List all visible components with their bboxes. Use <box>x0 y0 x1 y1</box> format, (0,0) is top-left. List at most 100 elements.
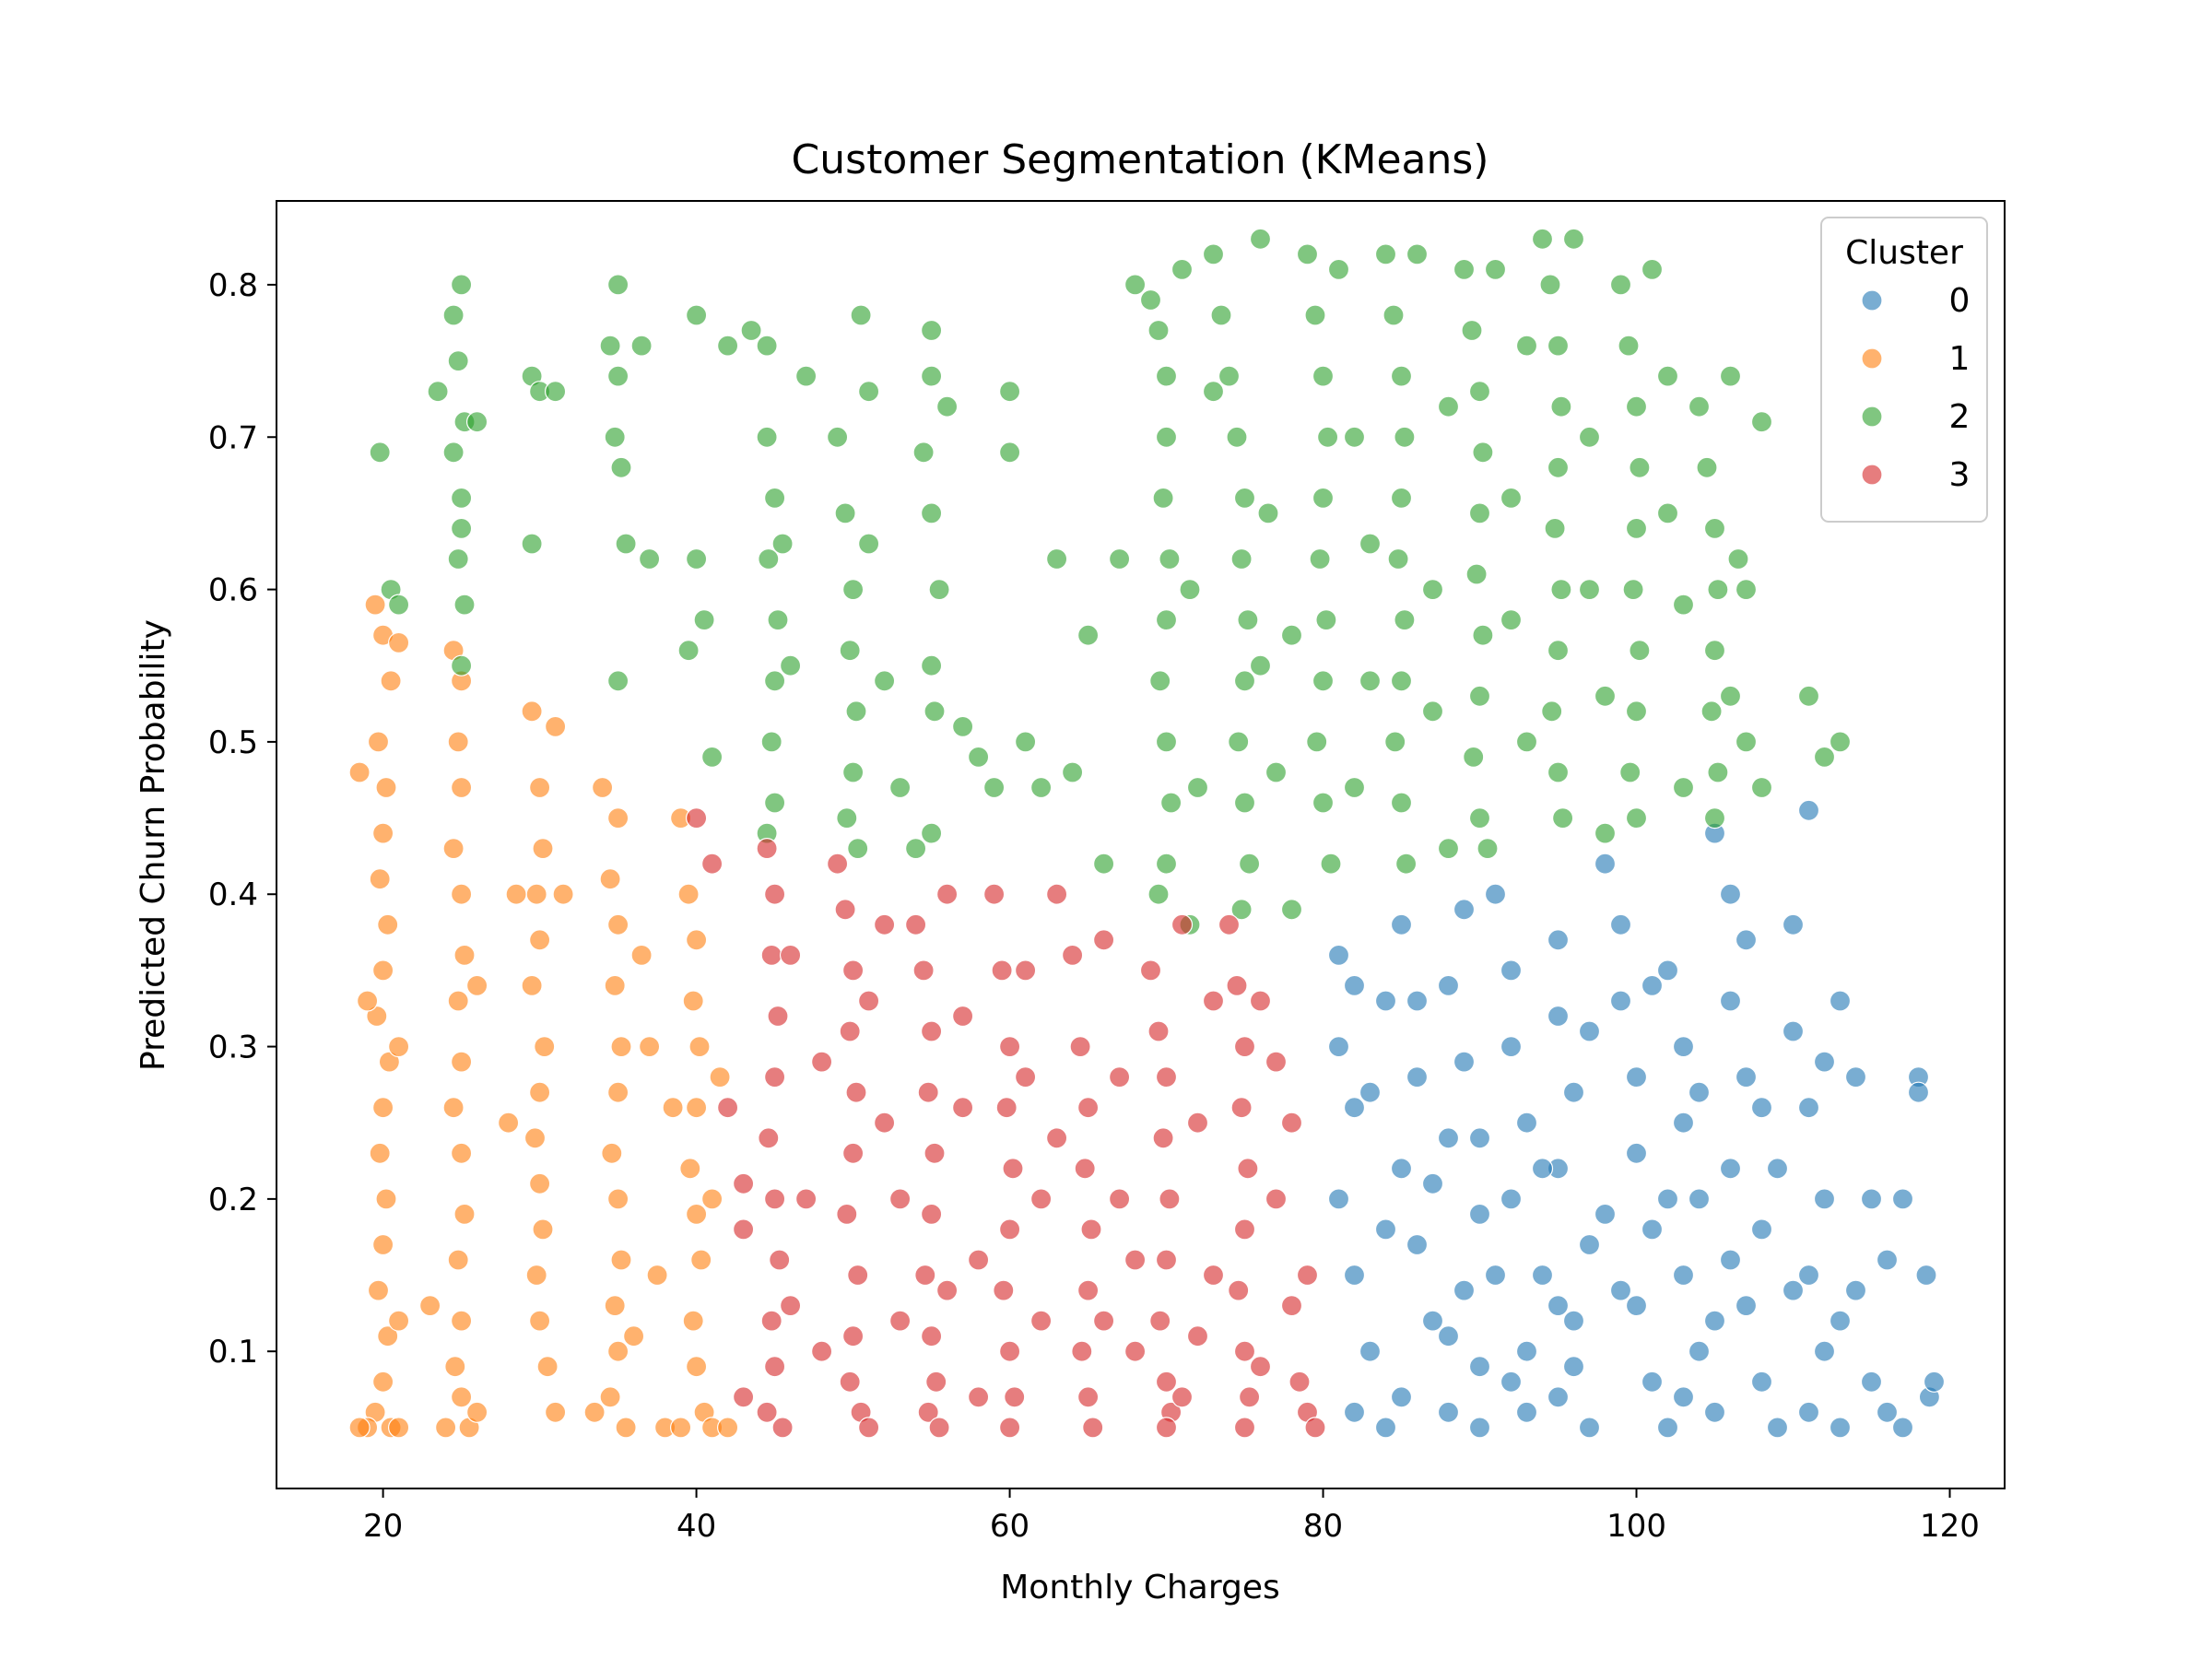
point-cluster-2 <box>1384 731 1406 753</box>
point-cluster-3 <box>1159 1188 1181 1210</box>
point-cluster-3 <box>1092 1310 1115 1332</box>
point-cluster-0 <box>1891 1188 1914 1210</box>
point-cluster-3 <box>1202 1264 1225 1287</box>
point-cluster-2 <box>1249 654 1272 677</box>
point-cluster-1 <box>630 944 653 967</box>
point-cluster-2 <box>1618 335 1640 357</box>
point-cluster-2 <box>1550 578 1572 601</box>
point-cluster-3 <box>998 1035 1021 1058</box>
point-cluster-0 <box>1578 1233 1601 1256</box>
point-cluster-3 <box>873 913 896 935</box>
point-cluster-2 <box>1202 381 1225 403</box>
point-cluster-2 <box>1707 578 1729 601</box>
point-cluster-2 <box>1108 547 1131 571</box>
point-cluster-3 <box>1171 1386 1194 1408</box>
point-cluster-1 <box>685 929 708 951</box>
point-cluster-2 <box>857 533 880 555</box>
point-cluster-3 <box>1155 1065 1178 1088</box>
point-cluster-1 <box>709 1065 731 1088</box>
point-cluster-3 <box>904 913 927 935</box>
point-cluster-2 <box>630 335 653 357</box>
point-cluster-1 <box>465 974 488 997</box>
point-cluster-0 <box>1813 1051 1836 1073</box>
point-cluster-3 <box>839 1020 861 1042</box>
point-cluster-3 <box>826 853 849 875</box>
point-cluster-3 <box>839 1371 861 1393</box>
point-cluster-2 <box>685 304 708 326</box>
point-cluster-1 <box>599 1386 621 1408</box>
point-cluster-1 <box>419 1294 441 1317</box>
point-cluster-2 <box>1304 304 1326 326</box>
point-cluster-2 <box>1265 761 1288 783</box>
point-cluster-3 <box>834 899 856 921</box>
point-cluster-0 <box>1547 929 1570 951</box>
point-cluster-2 <box>920 319 943 342</box>
point-cluster-3 <box>1149 1310 1171 1332</box>
point-cluster-2 <box>1625 700 1648 723</box>
point-cluster-2 <box>1750 411 1773 433</box>
point-cluster-0 <box>1656 959 1679 982</box>
x-tick-label: 80 <box>1303 1508 1343 1545</box>
point-cluster-2 <box>1312 670 1335 692</box>
point-cluster-1 <box>528 1081 551 1103</box>
point-cluster-2 <box>1382 304 1405 326</box>
point-cluster-2 <box>1547 335 1570 357</box>
point-cluster-0 <box>1672 1386 1695 1408</box>
point-cluster-3 <box>1238 1386 1261 1408</box>
point-cluster-3 <box>1077 1279 1100 1301</box>
point-cluster-2 <box>1155 731 1178 753</box>
point-cluster-2 <box>521 533 543 555</box>
point-cluster-2 <box>845 700 867 723</box>
point-cluster-0 <box>1327 1188 1350 1210</box>
point-cluster-3 <box>732 1386 755 1408</box>
point-cluster-3 <box>810 1051 833 1073</box>
point-cluster-0 <box>1327 1035 1350 1058</box>
point-cluster-3 <box>951 1097 974 1119</box>
point-cluster-3 <box>917 1081 939 1103</box>
point-cluster-2 <box>1077 624 1100 646</box>
point-cluster-1 <box>525 1264 547 1287</box>
point-cluster-2 <box>1210 304 1232 326</box>
point-cluster-2 <box>1625 517 1648 540</box>
point-cluster-1 <box>622 1325 645 1347</box>
point-cluster-1 <box>442 1097 465 1119</box>
point-cluster-2 <box>1547 640 1570 662</box>
point-cluster-3 <box>1082 1417 1104 1439</box>
point-cluster-1 <box>505 883 527 905</box>
point-cluster-2 <box>1735 578 1758 601</box>
point-cluster-0 <box>1500 959 1523 982</box>
point-cluster-1 <box>442 837 465 860</box>
point-cluster-2 <box>1159 547 1181 571</box>
point-cluster-2 <box>1387 547 1409 571</box>
point-cluster-0 <box>1829 1417 1852 1439</box>
x-tick-label: 60 <box>990 1508 1030 1545</box>
point-cluster-3 <box>912 959 935 982</box>
point-cluster-1 <box>524 1127 547 1149</box>
point-cluster-2 <box>1030 776 1053 799</box>
point-cluster-3 <box>920 1203 943 1226</box>
point-cluster-2 <box>1394 426 1416 448</box>
point-cluster-3 <box>1249 1356 1272 1378</box>
point-cluster-2 <box>369 441 391 464</box>
point-cluster-3 <box>1218 913 1241 935</box>
point-cluster-2 <box>1139 288 1162 312</box>
point-cluster-2 <box>1155 365 1178 387</box>
point-cluster-0 <box>1829 990 1852 1012</box>
legend-box <box>1820 217 1988 523</box>
point-cluster-3 <box>1045 1127 1068 1149</box>
point-cluster-1 <box>534 1035 556 1058</box>
point-cluster-0 <box>1625 1294 1648 1317</box>
point-cluster-1 <box>375 1188 397 1210</box>
point-cluster-0 <box>1813 1340 1836 1362</box>
point-cluster-0 <box>1578 1020 1601 1042</box>
point-cluster-1 <box>700 1188 724 1210</box>
point-cluster-2 <box>779 654 802 677</box>
point-cluster-3 <box>951 1005 974 1028</box>
point-cluster-2 <box>1531 228 1554 250</box>
point-cluster-2 <box>924 700 946 723</box>
point-cluster-0 <box>1484 883 1507 905</box>
point-cluster-2 <box>447 350 469 372</box>
point-cluster-1 <box>377 913 399 935</box>
point-cluster-2 <box>1562 228 1585 250</box>
point-cluster-2 <box>1500 608 1523 631</box>
